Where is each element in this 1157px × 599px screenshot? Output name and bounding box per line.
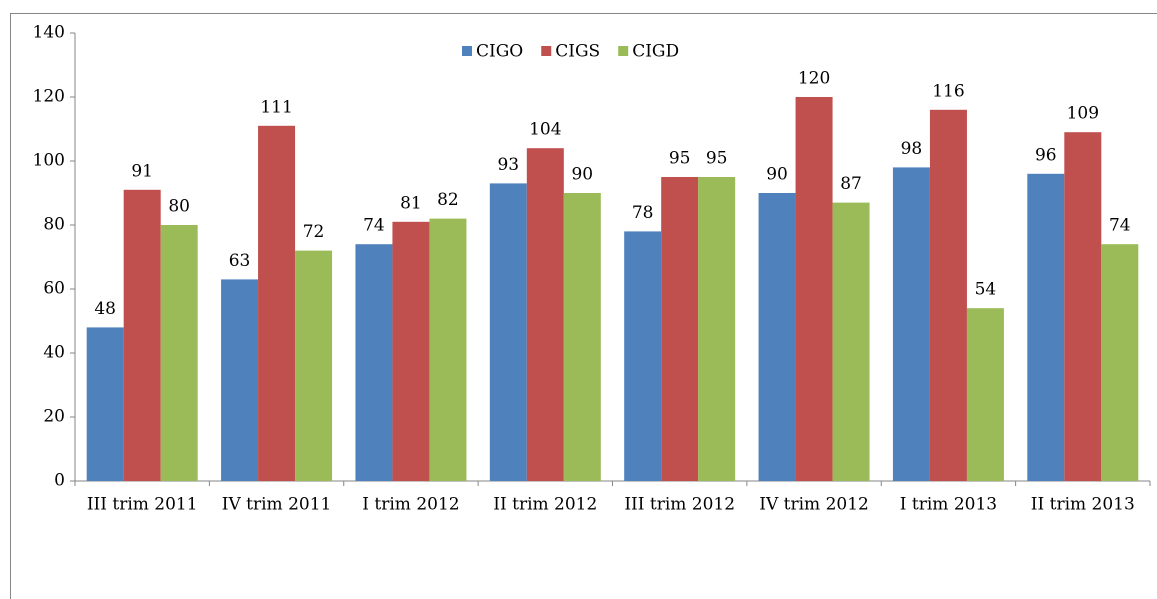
legend-swatch [618,46,629,56]
data-label: 90 [766,165,788,185]
bar [624,231,662,481]
x-tick-label: I trim 2013 [900,495,997,515]
bar [1027,173,1065,482]
data-label: 98 [901,139,923,159]
bar [221,279,259,481]
y-tick-label: 0 [54,471,65,491]
bar [795,97,833,481]
data-label: 48 [94,299,116,319]
bar [355,244,393,481]
bar [86,327,124,481]
y-tick-label: 120 [33,87,65,107]
y-tick-label: 60 [43,279,65,299]
y-tick-label: 100 [33,151,65,171]
x-tick-label: III trim 2012 [624,495,735,515]
data-label: 81 [400,193,422,213]
data-label: 116 [932,81,964,101]
bar [392,221,430,482]
bar [758,193,796,481]
bar [1101,244,1139,481]
data-label: 95 [669,149,691,169]
data-label: 111 [260,97,292,117]
data-label: 109 [1067,104,1099,124]
data-label: 104 [529,120,561,140]
y-tick-label: 140 [33,23,65,43]
bar [295,250,333,481]
bar [258,125,296,482]
bar [661,177,699,481]
x-tick-label: III trim 2011 [87,495,198,515]
bar [563,193,601,481]
data-label: 80 [168,197,190,217]
data-label: 78 [632,203,654,223]
bar [892,167,930,481]
data-label: 82 [437,190,459,210]
data-label: 95 [706,149,728,169]
x-tick-label: I trim 2012 [362,495,459,515]
bar [429,218,467,481]
bar [489,183,527,481]
y-tick-label: 40 [43,343,65,363]
legend-label: CIGS [555,42,600,62]
legend-label: CIGD [632,42,679,62]
chart-frame [10,13,1157,599]
data-label: 91 [131,161,153,181]
data-label: 72 [303,222,325,242]
bar [698,177,736,481]
data-label: 63 [229,251,251,271]
data-label: 74 [363,216,385,236]
legend-swatch [462,46,472,56]
bar [123,189,161,482]
bar [832,202,870,481]
bar [526,148,564,481]
bar [966,308,1004,481]
data-label: 96 [1035,145,1057,165]
bar [1064,132,1102,481]
legend: CIGO CIGS CIGD [462,42,679,62]
data-label: 120 [798,69,830,89]
x-tick-label: II trim 2012 [493,495,597,515]
bar [929,109,967,482]
x-tick-label: IV trim 2011 [222,495,332,515]
legend-label: CIGO [476,42,523,62]
x-tick-label: IV trim 2012 [759,495,869,515]
data-label: 87 [840,174,862,194]
data-label: 90 [571,165,593,185]
data-label: 93 [497,155,519,175]
data-label: 74 [1109,216,1131,236]
x-tick-label: II trim 2013 [1031,495,1135,515]
bar [160,225,198,481]
legend-swatch [541,46,552,56]
y-tick-label: 20 [43,407,65,427]
data-label: 54 [975,280,997,300]
y-tick-label: 80 [43,215,65,235]
